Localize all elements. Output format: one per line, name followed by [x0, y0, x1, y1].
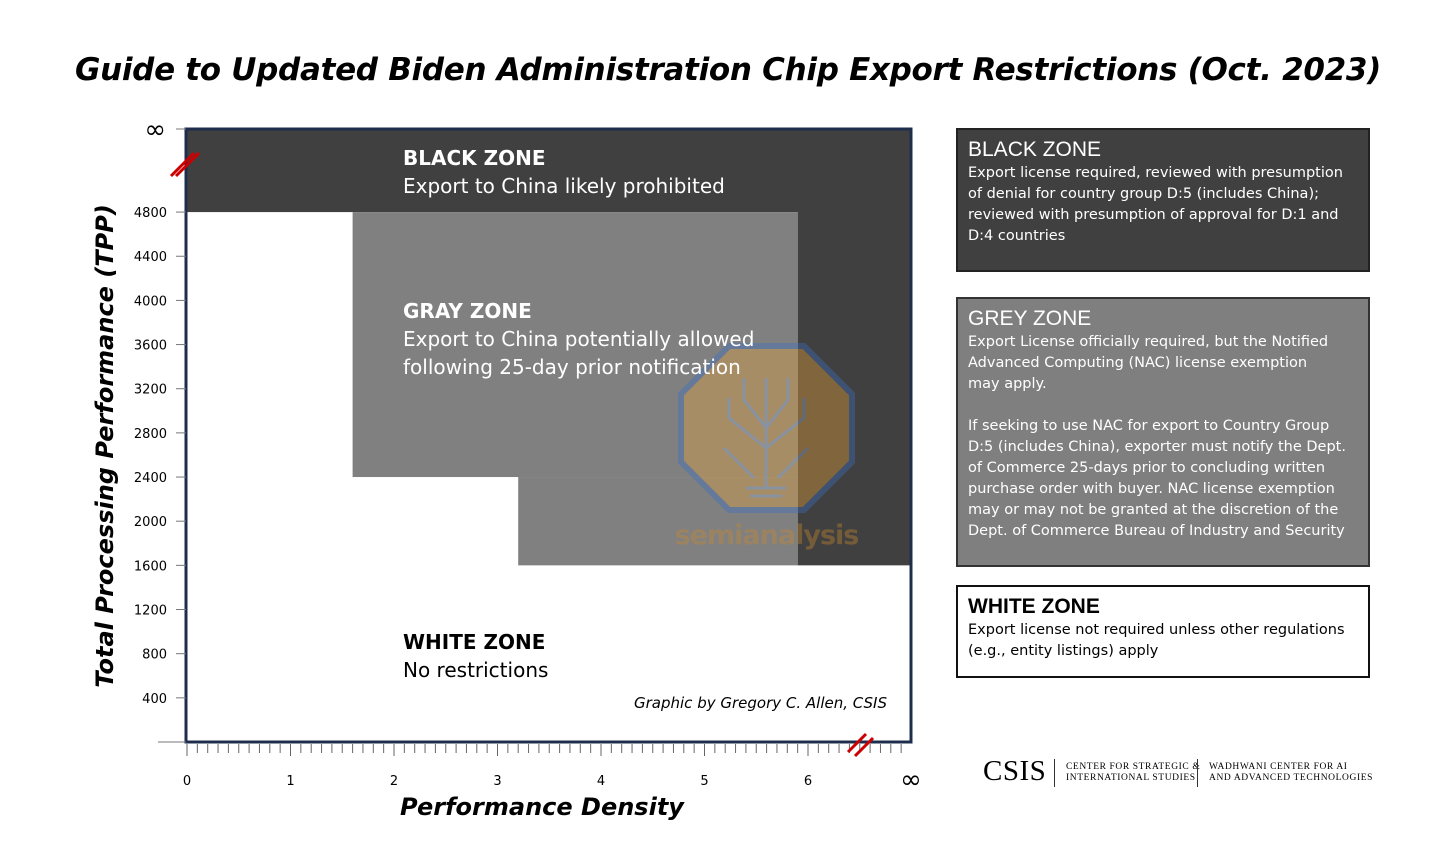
black-zone-panel-text: Export license required, reviewed with p…	[968, 165, 1343, 244]
white-zone-label: WHITE ZONE No restrictions	[403, 628, 548, 684]
y-tick-label: 1600	[134, 559, 167, 574]
white-zone-heading: WHITE ZONE	[403, 630, 546, 654]
y-axis-title: Total Processing Performance (TPP)	[91, 204, 119, 688]
x-tick-label: 5	[700, 774, 708, 789]
y-tick-label: 400	[142, 692, 167, 707]
grey-zone-panel-heading: GREY ZONE	[968, 307, 1092, 330]
black-zone-panel-heading: BLACK ZONE	[968, 138, 1102, 161]
x-axis-break-mark	[853, 736, 875, 758]
y-tick-label: 2400	[134, 471, 167, 486]
gray-zone-region-1	[352, 212, 798, 478]
x-tick-label: ∞	[900, 765, 922, 795]
gray-zone-region-2	[518, 477, 798, 566]
y-tick-label: 2000	[134, 515, 167, 530]
y-tick-label: 3600	[134, 339, 167, 354]
chart-title: Guide to Updated Biden Administration Ch…	[74, 52, 1382, 88]
csis-center-name: CENTER FOR STRATEGIC & INTERNATIONAL STU…	[1066, 762, 1200, 784]
y-tick-label: 4800	[134, 206, 167, 221]
logo-divider-2	[1197, 759, 1198, 787]
x-tick-label: 2	[390, 774, 398, 789]
gray-zone-label: GRAY ZONE Export to China potentially al…	[403, 297, 754, 381]
gray-zone-description-line1: Export to China potentially allowed	[403, 327, 755, 351]
grey-zone-panel: GREY ZONE Export License officially requ…	[956, 297, 1370, 567]
grey-zone-panel-text: Export License officially required, but …	[968, 334, 1346, 539]
x-tick-label: 6	[804, 774, 812, 789]
chart-credit: Graphic by Gregory C. Allen, CSIS	[634, 694, 887, 712]
wadhwani-line1: WADHWANI CENTER FOR AI	[1209, 762, 1348, 772]
gray-zone-heading: GRAY ZONE	[403, 299, 532, 323]
black-zone-description: Export to China likely prohibited	[403, 174, 725, 198]
white-zone-panel: WHITE ZONE Export license not required u…	[956, 585, 1370, 678]
chart-plot: 4008001200160020002400280032003600400044…	[91, 115, 922, 821]
plot-frame	[184, 127, 913, 744]
x-axis-title: Performance Density	[400, 793, 685, 821]
y-axis-break-mark	[174, 151, 201, 178]
logo-divider-1	[1054, 759, 1055, 787]
x-tick-label: 3	[493, 774, 501, 789]
white-zone-panel-text: Export license not required unless other…	[968, 622, 1345, 659]
white-zone-panel-heading: WHITE ZONE	[968, 595, 1100, 618]
watermark-text: semianalysis	[674, 520, 860, 551]
black-zone-label: BLACK ZONE Export to China likely prohib…	[403, 144, 725, 200]
y-tick-label: 800	[142, 648, 167, 663]
y-tick-label: 1200	[134, 604, 167, 619]
y-tick-label: ∞	[144, 115, 166, 145]
csis-logo: CSIS	[983, 755, 1047, 787]
x-tick-label: 1	[286, 774, 294, 789]
wadhwani-center-name: WADHWANI CENTER FOR AI AND ADVANCED TECH…	[1209, 762, 1373, 784]
y-tick-label: 2800	[134, 427, 167, 442]
y-axis-break-mark	[169, 151, 196, 178]
y-tick-label: 4000	[134, 294, 167, 309]
black-zone-heading: BLACK ZONE	[403, 146, 546, 170]
csis-center-line1: CENTER FOR STRATEGIC &	[1066, 762, 1201, 772]
watermark-logo: semianalysis	[674, 338, 859, 568]
x-tick-label: 0	[183, 774, 191, 789]
y-tick-label: 3200	[134, 383, 167, 398]
wadhwani-line2: AND ADVANCED TECHNOLOGIES	[1209, 773, 1374, 783]
black-zone-panel: BLACK ZONE Export license required, revi…	[956, 128, 1370, 272]
x-axis-break-mark	[846, 732, 868, 754]
gray-zone-description-line2: following 25-day prior notification	[403, 355, 741, 379]
white-zone-description: No restrictions	[403, 658, 549, 682]
y-tick-label: 4400	[134, 250, 167, 265]
black-zone-region-2	[797, 129, 911, 566]
csis-center-line2: INTERNATIONAL STUDIES	[1066, 773, 1196, 783]
black-zone-region-1	[187, 129, 911, 213]
x-tick-label: 4	[597, 774, 605, 789]
